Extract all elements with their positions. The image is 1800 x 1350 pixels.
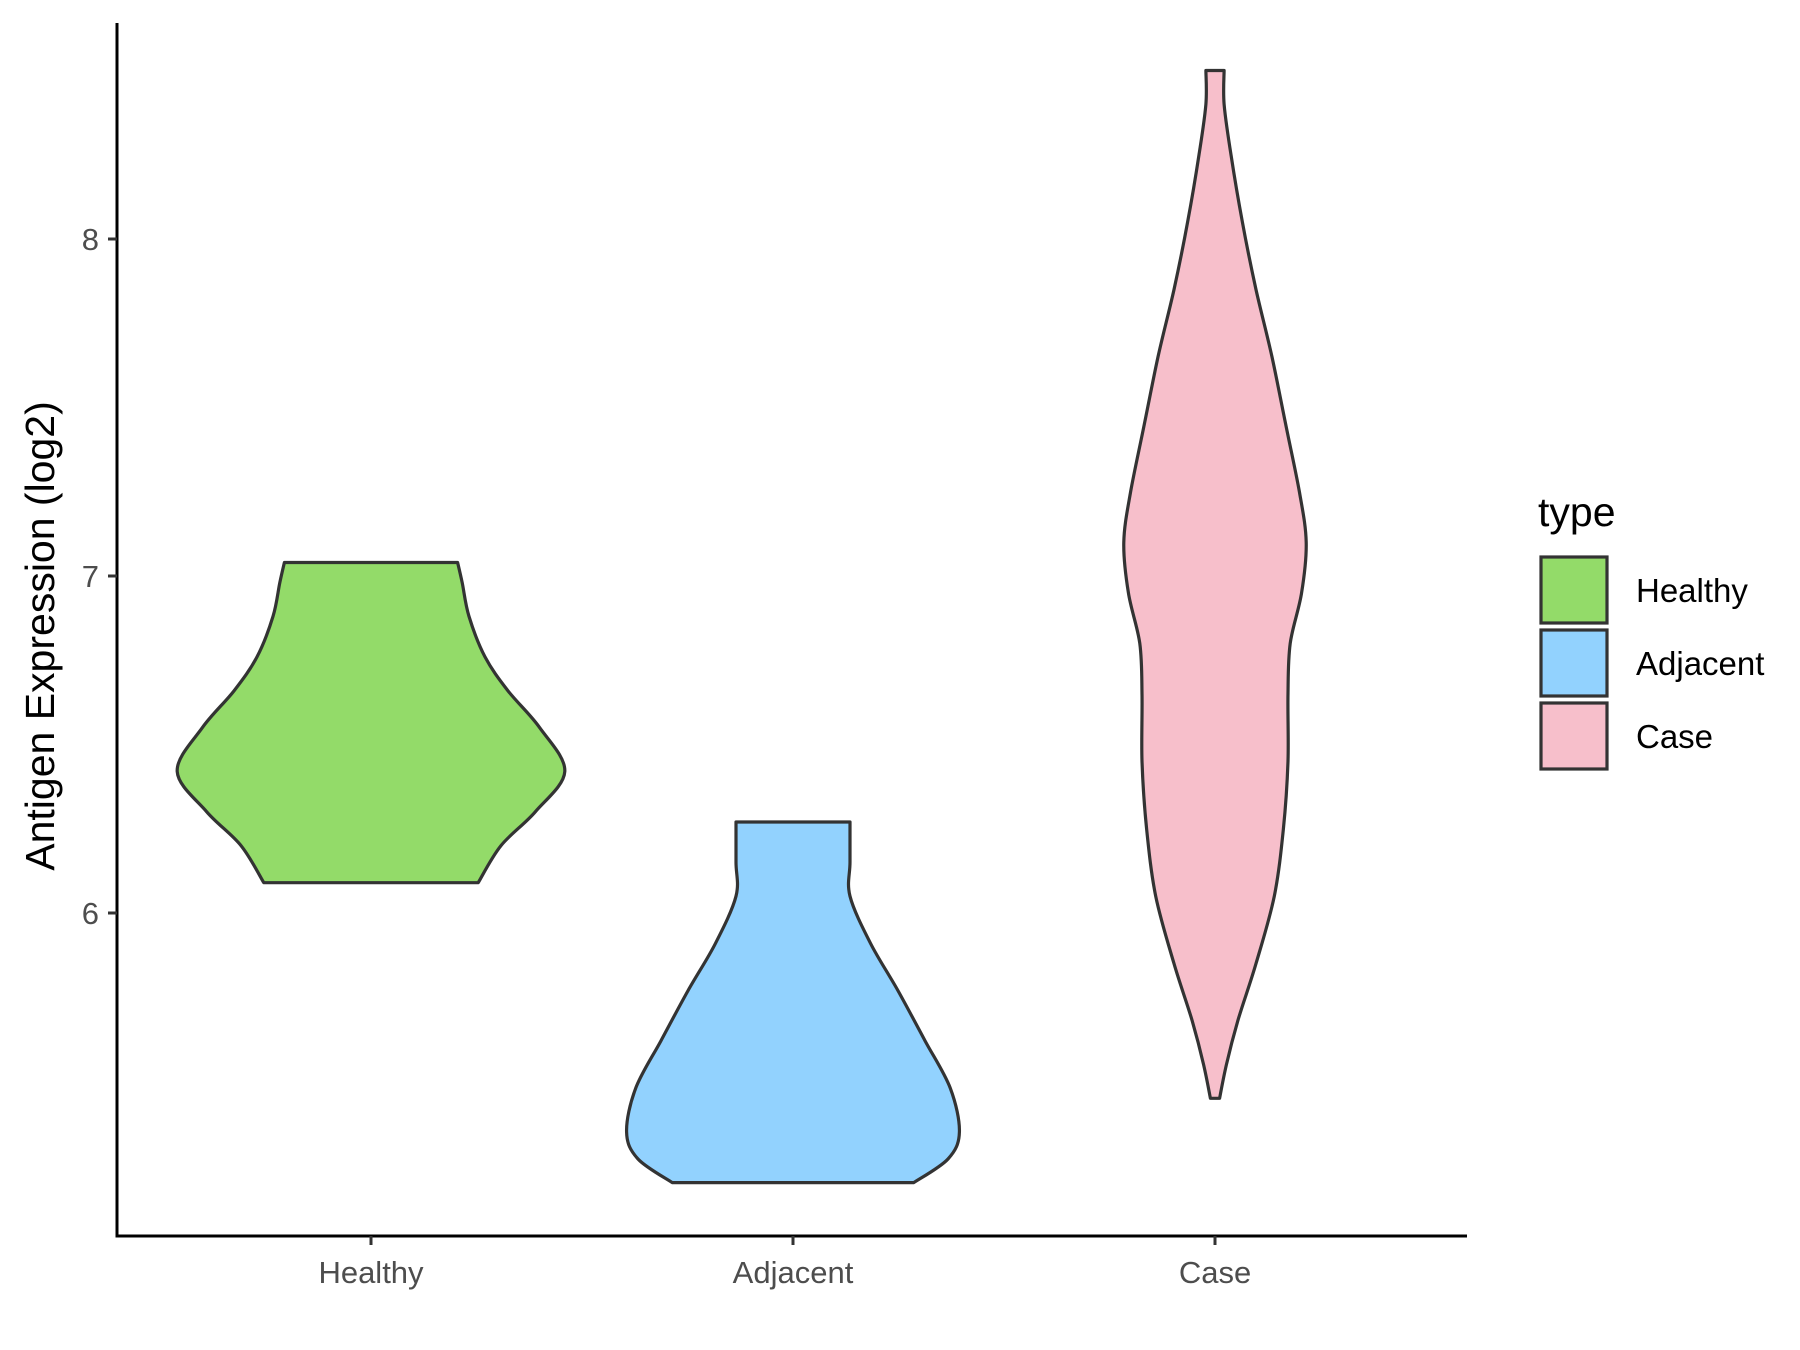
x-tick-label-adjacent: Adjacent — [733, 1255, 854, 1290]
legend-key-adjacent — [1539, 628, 1609, 698]
violin-healthy — [175, 560, 567, 885]
y-axis-title: Antigen Expression (log2) — [17, 401, 63, 870]
legend-label-adjacent: Adjacent — [1636, 645, 1764, 682]
axes-layer — [115, 23, 1467, 1238]
violin-case — [1122, 68, 1308, 1100]
x-tick-label-case: Case — [1179, 1255, 1251, 1290]
x-tick-label-healthy: Healthy — [318, 1255, 424, 1290]
legend-label-healthy: Healthy — [1636, 572, 1748, 609]
x-ticks: Healthy Adjacent Case — [318, 1236, 1251, 1290]
legend-label-case: Case — [1636, 718, 1713, 755]
y-ticks: 6 7 8 — [82, 222, 117, 931]
y-tick-label: 7 — [82, 559, 99, 594]
legend: type Healthy Adjacent Case — [1538, 489, 1764, 771]
legend-key-healthy — [1539, 555, 1609, 625]
legend-title: type — [1538, 489, 1616, 535]
y-tick-label: 6 — [82, 896, 99, 931]
violins-layer — [175, 68, 1308, 1185]
violin-adjacent — [624, 820, 962, 1185]
y-tick-label: 8 — [82, 222, 99, 257]
legend-key-case — [1539, 701, 1609, 771]
